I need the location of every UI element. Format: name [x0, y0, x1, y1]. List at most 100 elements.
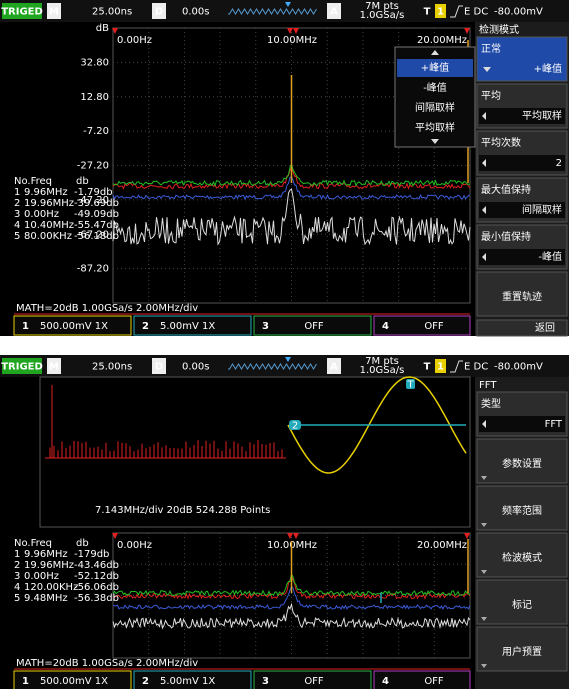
peak-frequency: 0.00Hz	[24, 209, 59, 220]
trigger-label: T	[424, 7, 431, 18]
arrow-icon	[431, 139, 439, 144]
waveform-icon	[228, 8, 317, 15]
menu-item[interactable]	[476, 485, 568, 531]
channel-box[interactable]	[373, 315, 471, 336]
y-axis-label: 12.80	[80, 92, 109, 103]
screen-bg	[0, 355, 569, 689]
arrow-icon	[482, 253, 486, 261]
trigger-level: -80.00mV	[494, 7, 543, 18]
menu-item-value: +峰值	[534, 62, 562, 75]
peak-level: -179db	[74, 549, 109, 560]
channel-box[interactable]	[133, 670, 252, 689]
menu-item-label: 正常	[481, 42, 501, 55]
peak-index: 3	[14, 571, 20, 582]
y-axis-label: 32.80	[80, 57, 109, 68]
channel-box[interactable]	[373, 670, 471, 689]
channel-number: 1	[22, 676, 29, 687]
delay-label: D	[155, 362, 163, 373]
peak-level: -39.69db	[74, 198, 119, 209]
channel-box[interactable]	[253, 315, 372, 336]
menu-item[interactable]	[476, 438, 568, 484]
source-box	[435, 4, 446, 18]
peak-frequency: 19.96MHz	[24, 560, 74, 571]
arrow-icon	[481, 664, 487, 668]
dropdown-option[interactable]: 间隔取样	[415, 101, 455, 114]
trigger-mode: E DC	[464, 362, 488, 373]
menu-item-value: FFT	[545, 419, 563, 430]
channel-setting: OFF	[304, 676, 324, 687]
source-box	[435, 359, 446, 373]
menu-title: FFT	[479, 380, 497, 391]
channel-box[interactable]	[253, 670, 372, 689]
marker-triangle	[112, 533, 118, 539]
arrow-icon	[431, 50, 439, 55]
points: 7M pts	[365, 356, 399, 367]
menu-item-value: 间隔取样	[522, 203, 562, 216]
menu-item-label: 最大值保持	[481, 183, 531, 196]
menu-item-label: 用户预置	[502, 645, 542, 658]
peak-frequency: 9.48MHz	[24, 593, 68, 604]
peak-header: No.Freq	[14, 176, 52, 187]
channel-box[interactable]	[13, 670, 132, 689]
peak-level: -55.47db	[74, 220, 119, 231]
delay-label: D	[155, 7, 163, 18]
arrow-icon	[481, 523, 487, 527]
peak-level: -1.79db	[74, 187, 113, 198]
peak-index: 1	[14, 187, 20, 198]
channel-number: 3	[262, 676, 269, 687]
dropdown-option[interactable]: 平均取样	[415, 121, 455, 134]
peak-level: -52.12db	[74, 571, 119, 582]
channel-marker: 2	[292, 421, 298, 432]
channel-setting: 500.00mV 1X	[40, 321, 108, 332]
channel-setting: 500.00mV 1X	[40, 676, 108, 687]
menu-item-value: 平均取样	[522, 109, 562, 122]
channel-box[interactable]	[13, 315, 132, 336]
trigger-source: 1	[437, 7, 444, 18]
peak-index: 4	[14, 582, 20, 593]
menu-item[interactable]	[476, 579, 568, 625]
arrow-icon	[482, 159, 486, 167]
menu-item-value: 2	[556, 158, 562, 169]
waveform-info: 7.143MHz/div 20dB 524.288 Points	[95, 505, 270, 516]
x-axis-label: 20.00MHz	[417, 35, 467, 46]
channel-box[interactable]	[133, 315, 252, 336]
channel-setting: OFF	[304, 321, 324, 332]
channel-number: 4	[382, 676, 389, 687]
peak-frequency: 10.40MHz	[24, 220, 74, 231]
peak-frequency: 80.00KHz	[24, 231, 72, 242]
arrow-icon	[482, 420, 486, 428]
channel-number: 3	[262, 321, 269, 332]
trigger-status: TRIGED	[1, 362, 43, 373]
slope-icon	[450, 360, 463, 373]
menu-item[interactable]	[476, 626, 568, 672]
x-axis-label: 0.00Hz	[117, 540, 152, 551]
dropdown-selected	[397, 59, 473, 77]
arrow-icon	[481, 476, 487, 480]
status-badge	[2, 358, 42, 374]
menu-item-label: 最小值保持	[481, 230, 531, 243]
menu-item-label: 标记	[512, 599, 532, 611]
value-field	[479, 61, 565, 77]
back-button[interactable]	[476, 319, 568, 337]
peak-index: 2	[14, 560, 20, 571]
menu-item[interactable]	[476, 271, 568, 317]
menu-item-label: 参数设置	[502, 457, 542, 470]
arrow-icon	[481, 617, 487, 621]
menu-item-label: 平均	[481, 90, 501, 102]
channel-number: 2	[142, 676, 149, 687]
dropdown-option[interactable]: +峰值	[421, 61, 449, 74]
label-box	[327, 3, 341, 19]
waveform-frame	[39, 376, 471, 528]
peak-header: db	[76, 538, 89, 549]
trigger-source: 1	[437, 362, 444, 373]
arrow-icon	[481, 570, 487, 574]
header-bar	[0, 0, 569, 22]
menu-item-label: 检波模式	[502, 551, 542, 564]
dropdown-option[interactable]: -峰值	[423, 81, 447, 94]
menu-item[interactable]	[476, 532, 568, 578]
time-label: M	[49, 362, 59, 373]
